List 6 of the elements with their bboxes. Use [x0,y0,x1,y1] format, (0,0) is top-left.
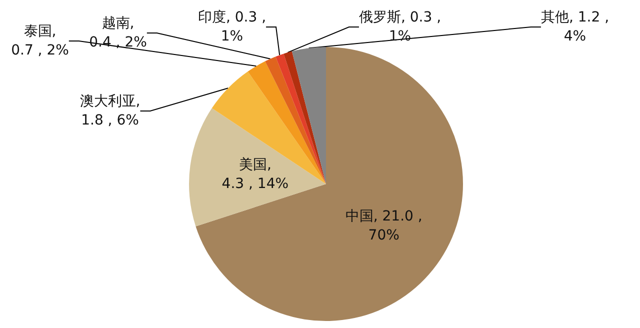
slice-label: 泰国, 0.7 , 2% [11,24,69,58]
slice-label: 印度, 0.3 , 1% [198,10,266,44]
slice-label: 其他, 1.2 , 4% [540,10,610,44]
slice-label: 澳大利亚, 1.8 , 6% [80,94,140,128]
slice-label: 美国, 4.3 , 14% [222,156,289,192]
slice-label: 中国, 21.0 , 70% [345,208,422,244]
